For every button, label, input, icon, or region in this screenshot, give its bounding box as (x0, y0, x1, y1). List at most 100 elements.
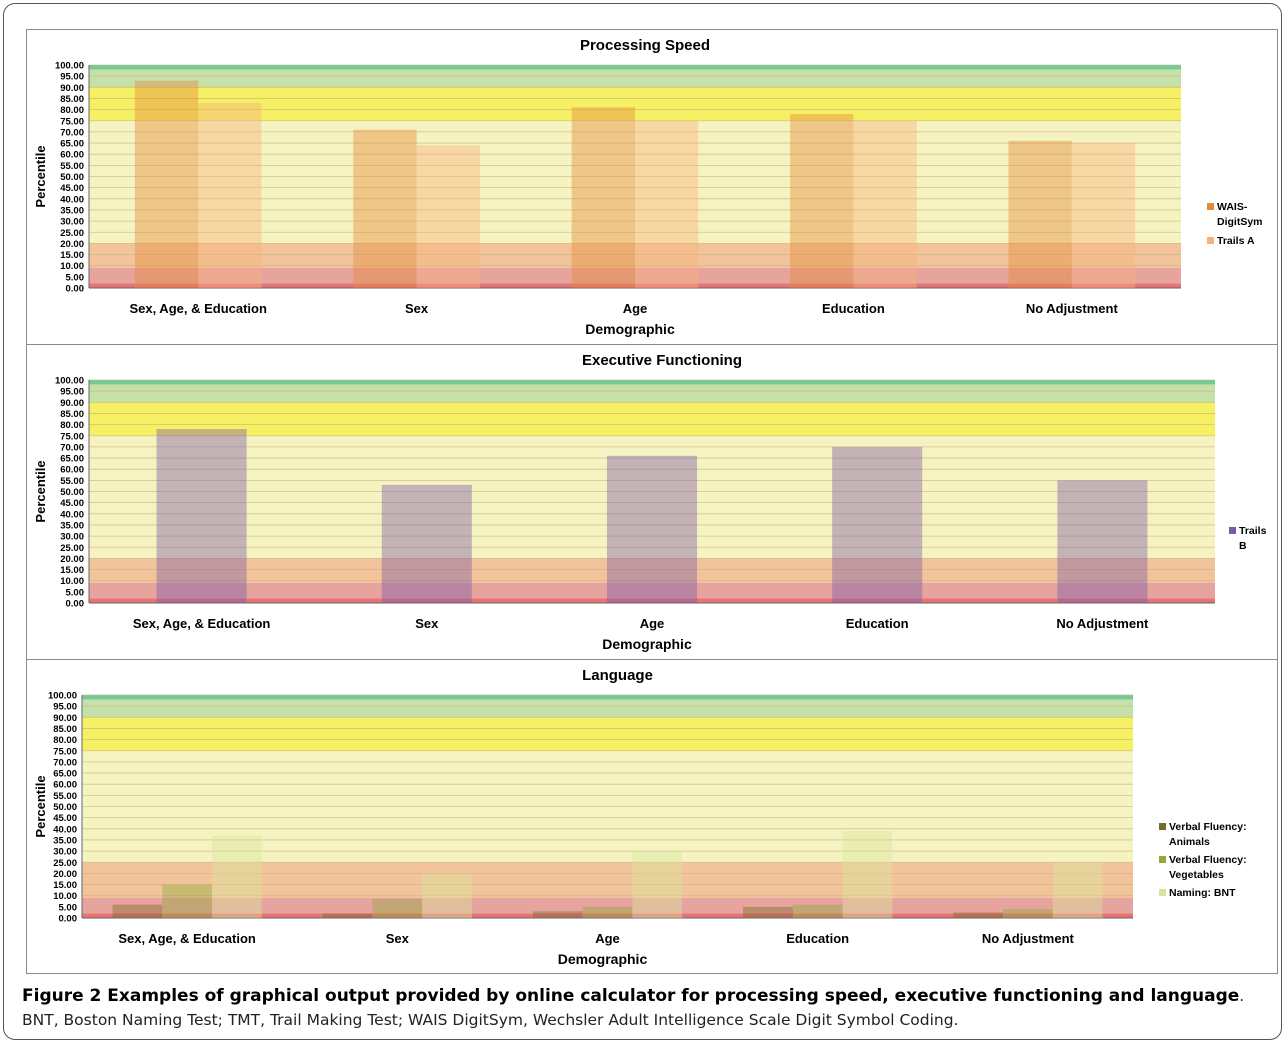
y-tick-label: 30.00 (60, 217, 84, 228)
bar-verbal-fluency-vegetables-education (792, 904, 843, 918)
x-tick-label: Age (640, 616, 665, 631)
chart-svg: Language 0.005.0010.0015.0020.0025.0030.0… (33, 667, 1247, 967)
legend-swatch-verbal-fluency-vegetables (1159, 856, 1166, 863)
bar-trails-a-sex-age-education (198, 102, 262, 288)
y-tick-label: 90.00 (60, 398, 84, 409)
y-tick-label: 20.00 (53, 869, 77, 880)
y-tick-label: 25.00 (60, 543, 84, 554)
legend-swatch-wais-digitsym (1207, 203, 1214, 210)
legend-label: Trails A (1217, 235, 1255, 247)
bar-verbal-fluency-vegetables-sex (372, 899, 423, 918)
band-red (89, 283, 1181, 288)
x-tick-label: No Adjustment (1026, 301, 1119, 316)
y-tick-label: 75.00 (53, 746, 77, 757)
bar-verbal-fluency-animals-sex (322, 913, 373, 918)
bar-trails-b-education (832, 446, 923, 603)
x-tick-label: Education (822, 301, 885, 316)
chart-title: Language (582, 667, 653, 684)
y-tick-label: 45.00 (60, 183, 84, 194)
bar-verbal-fluency-animals-no-adjustment (953, 912, 1004, 918)
y-tick-label: 10.00 (60, 576, 84, 587)
bar-naming-bnt-sex (422, 873, 472, 918)
y-tick-label: 90.00 (60, 83, 84, 94)
legend-swatch-naming-bnt (1159, 889, 1166, 896)
figure-frame: Processing Speed 0.00 5.00 10.00 15.00 20.00 2… (3, 3, 1282, 1040)
y-tick-label: 50.00 (60, 172, 84, 183)
y-tick-label: 95.00 (53, 702, 77, 713)
band-pink (89, 267, 1181, 284)
y-tick-label: 80.00 (60, 420, 84, 431)
y-tick-label: 20.00 (60, 239, 84, 250)
band-green (89, 69, 1181, 88)
y-tick-label: 45.00 (60, 498, 84, 509)
x-tick-label: Sex (415, 616, 439, 631)
bar-trails-b-no-adjustment (1057, 480, 1148, 603)
band-pale-yellow (89, 435, 1215, 559)
y-tick-label: 40.00 (60, 509, 84, 520)
band-yellow (82, 717, 1133, 751)
chart-svg: Executive Functioning0.005.0010.0015.002… (33, 352, 1267, 652)
caption-text: . BNT, Boston Naming Test; TMT, Trail Ma… (22, 987, 1245, 1029)
y-tick-label: 40.00 (60, 194, 84, 205)
y-tick-label: 45.00 (53, 813, 77, 824)
bar-trails-b-sex-age-education (156, 429, 247, 603)
legend-label: Naming: BNT (1169, 887, 1236, 899)
y-tick-label: 95.00 (60, 72, 84, 83)
band-orange (89, 243, 1181, 268)
band-green (89, 384, 1215, 403)
legend-swatch-trails-a (1207, 237, 1214, 244)
bar-verbal-fluency-animals-sex-age-education (112, 904, 163, 918)
band-yellow (89, 87, 1181, 121)
y-tick-label: 100.00 (55, 376, 84, 387)
band-top-green (82, 695, 1133, 700)
band-pink (82, 897, 1133, 914)
y-tick-label: 55.00 (53, 791, 77, 802)
plot-bands (82, 695, 1133, 918)
bar-trails-a-education (853, 120, 917, 288)
band-pink (89, 582, 1215, 599)
x-tick-label: Education (846, 616, 909, 631)
processing-speed-chart: Processing Speed 0.00 5.00 10.00 15.00 20.00 2… (26, 29, 1278, 345)
bar-verbal-fluency-vegetables-age (582, 906, 633, 918)
legend-swatch-verbal-fluency-animals (1159, 823, 1166, 830)
y-tick-label: 85.00 (53, 724, 77, 735)
y-tick-label: 95.00 (60, 387, 84, 398)
y-tick-label: 40.00 (53, 824, 77, 835)
legend-label: Animals (1169, 836, 1210, 848)
y-tick-label: 15.00 (60, 565, 84, 576)
y-tick-label: 25.00 (60, 228, 84, 239)
bar-wais-digitsym-sex-age-education (134, 80, 199, 288)
chart-title: Executive Functioning (582, 352, 742, 369)
bar-trails-a-sex (416, 145, 480, 288)
chart-title: Processing Speed (580, 37, 710, 54)
y-tick-label: 70.00 (53, 757, 77, 768)
y-tick-label: 35.00 (60, 520, 84, 531)
band-red (89, 598, 1215, 603)
bar-wais-digitsym-age (571, 107, 635, 289)
y-tick-label: 0.00 (59, 914, 78, 925)
band-orange (89, 558, 1215, 583)
y-tick-label: 85.00 (60, 94, 84, 105)
y-tick-label: 0.00 (66, 284, 85, 295)
bar-trails-b-age (606, 455, 698, 603)
executive-functioning-chart: Executive Functioning 0.00 5.00 10.00 15.00 2… (26, 344, 1278, 660)
bar-naming-bnt-no-adjustment (1052, 862, 1103, 918)
y-axis-label: Percentile (33, 775, 48, 837)
bar-wais-digitsym-education (790, 114, 854, 288)
y-tick-label: 75.00 (60, 116, 84, 127)
bar-verbal-fluency-animals-education (743, 906, 793, 918)
x-tick-label: No Adjustment (982, 931, 1075, 946)
y-tick-label: 60.00 (53, 780, 77, 791)
band-top-green (89, 380, 1215, 385)
x-tick-label: Sex (386, 931, 410, 946)
band-yellow (89, 402, 1215, 436)
band-pale-yellow (89, 120, 1181, 244)
plot-bands (89, 65, 1181, 288)
bar-verbal-fluency-vegetables-sex-age-education (162, 884, 212, 918)
y-tick-label: 100.00 (48, 691, 77, 702)
y-tick-label: 30.00 (53, 847, 77, 858)
y-tick-label: 90.00 (53, 713, 77, 724)
legend-label: WAIS- (1217, 201, 1248, 213)
y-tick-label: 15.00 (60, 250, 84, 261)
bar-trails-b-sex (381, 484, 472, 603)
